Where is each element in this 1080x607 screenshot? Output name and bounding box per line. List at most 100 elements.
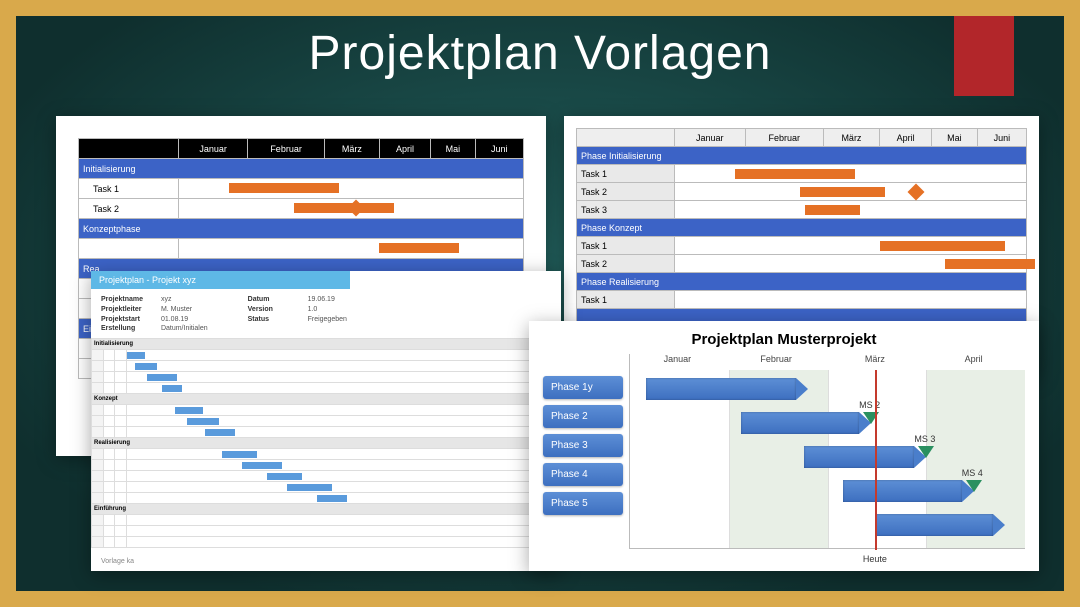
gantt2-phase-row: Phase Initialisierung — [577, 147, 1027, 165]
gantt2-table: JanuarFebruarMärzAprilMaiJuni Phase Init… — [576, 128, 1027, 327]
excel-bar-cell — [127, 515, 561, 526]
excel-task-label — [92, 361, 104, 372]
excel-task-row — [92, 405, 561, 416]
excel-bar-cell — [127, 383, 561, 394]
gantt2-task-name: Task 1 — [577, 291, 675, 309]
timeline-phase-label: Phase 3 — [543, 434, 623, 457]
gantt2-phase-row: Phase Konzept — [577, 219, 1027, 237]
timeline-month-label: April — [965, 354, 983, 364]
excel-task-label — [92, 427, 104, 438]
excel-template: Projektplan - Projekt xyz Projektname xy… — [91, 271, 561, 571]
excel-task-row — [92, 460, 561, 471]
gantt2-bar-cell — [675, 291, 1027, 309]
excel-meta-row: Projektstart 01.08.19 — [101, 315, 208, 325]
excel-bar-cell — [127, 537, 561, 548]
gantt2-bar-cell — [675, 237, 1027, 255]
excel-task-label — [92, 471, 104, 482]
excel-task-label — [92, 405, 104, 416]
excel-task-row — [92, 515, 561, 526]
gantt1-task-name: Task 2 — [79, 199, 179, 219]
gantt2-month-header: Februar — [745, 129, 823, 147]
timeline-month-label: Februar — [760, 354, 792, 364]
excel-bar-cell — [127, 427, 561, 438]
excel-task-label — [92, 416, 104, 427]
gantt1-month-header: Juni — [475, 139, 523, 159]
excel-meta-row: Erstellung Datum/Initialen — [101, 324, 208, 334]
timeline-phase-labels: Phase 1y Phase 2 Phase 3 Phase 4 Phase 5 — [543, 354, 623, 549]
excel-task-row — [92, 471, 561, 482]
excel-section: Einführung — [92, 504, 561, 515]
timeline-title: Projektplan Musterprojekt — [543, 331, 1025, 348]
timeline-month-label: Januar — [664, 354, 692, 364]
excel-task-label — [92, 526, 104, 537]
timeline-phase-label: Phase 2 — [543, 405, 623, 428]
timeline-milestone-marker — [918, 446, 934, 458]
excel-bar-cell — [127, 361, 561, 372]
gantt2-task-name: Task 2 — [577, 183, 675, 201]
timeline-phase-label: Phase 4 — [543, 463, 623, 486]
gantt1-month-header: Januar — [179, 139, 248, 159]
excel-meta: Projektname xyzProjektleiter M. MusterPr… — [91, 289, 561, 338]
excel-task-row — [92, 482, 561, 493]
gantt1-bar-cell — [179, 199, 524, 219]
gantt2-month-header: Januar — [675, 129, 746, 147]
gantt1-month-header: März — [324, 139, 379, 159]
excel-task-row — [92, 537, 561, 548]
slide-title: Projektplan Vorlagen — [16, 26, 1064, 81]
excel-meta-row: Datum 19.06.19 — [248, 295, 347, 305]
gantt1-task-header — [79, 139, 179, 159]
excel-task-row — [92, 493, 561, 504]
gantt2-task-name: Task 2 — [577, 255, 675, 273]
excel-meta-row: Version 1.0 — [248, 305, 347, 315]
gantt2-task-header — [577, 129, 675, 147]
gantt1-bar-cell — [179, 179, 524, 199]
gantt2-month-header: Mai — [932, 129, 977, 147]
timeline-milestone-label: MS 3 — [914, 434, 935, 444]
slide-frame: Projektplan Vorlagen JanuarFebruarMärzAp… — [0, 0, 1080, 607]
excel-task-label — [92, 515, 104, 526]
gantt2-month-header: April — [879, 129, 931, 147]
excel-task-row — [92, 361, 561, 372]
gantt2-phase-row: Phase Realisierung — [577, 273, 1027, 291]
timeline-phase-label: Phase 1y — [543, 376, 623, 399]
gantt1-month-header: Mai — [431, 139, 476, 159]
excel-task-row — [92, 350, 561, 361]
excel-task-label — [92, 537, 104, 548]
gantt2-bar-cell — [675, 255, 1027, 273]
excel-task-row — [92, 416, 561, 427]
gantt2-bar-cell — [675, 201, 1027, 219]
gantt2-task-name: Task 1 — [577, 165, 675, 183]
excel-section: Realisierung — [92, 438, 561, 449]
excel-bar-cell — [127, 449, 561, 460]
gantt1-task-name: Task 1 — [79, 179, 179, 199]
timeline-phase-label: Phase 5 — [543, 492, 623, 515]
excel-bar-cell — [127, 460, 561, 471]
excel-bar-cell — [127, 405, 561, 416]
timeline-milestone-label: MS 4 — [962, 468, 983, 478]
timeline-phase-arrow — [804, 446, 915, 468]
excel-bar-cell — [127, 526, 561, 537]
timeline-today-line — [875, 370, 877, 550]
gantt2-bar-cell — [675, 165, 1027, 183]
timeline-milestone-marker — [966, 480, 982, 492]
excel-task-label — [92, 482, 104, 493]
excel-meta-row: Status Freigegeben — [248, 315, 347, 325]
excel-task-row — [92, 372, 561, 383]
gantt2-month-header: März — [823, 129, 879, 147]
gantt2-task-name: Task 1 — [577, 237, 675, 255]
timeline-today-label: Heute — [863, 554, 887, 564]
timeline-chart: JanuarFebruarMärzAprilMS 2MS 3MS 4Heute — [629, 354, 1025, 549]
timeline-milestone-label: MS 2 — [859, 400, 880, 410]
excel-task-row — [92, 383, 561, 394]
excel-task-row — [92, 427, 561, 438]
excel-bar-cell — [127, 416, 561, 427]
excel-section: Konzept — [92, 394, 561, 405]
gantt2-task-name: Task 3 — [577, 201, 675, 219]
gantt2-month-header: Juni — [977, 129, 1026, 147]
excel-task-label — [92, 460, 104, 471]
timeline-template: Projektplan Musterprojekt Phase 1yPhase … — [529, 321, 1039, 571]
excel-task-row — [92, 526, 561, 537]
excel-meta-row: Projektname xyz — [101, 295, 208, 305]
excel-grid: InitialisierungKonzeptRealisierungEinfüh… — [91, 338, 561, 548]
excel-task-label — [92, 372, 104, 383]
